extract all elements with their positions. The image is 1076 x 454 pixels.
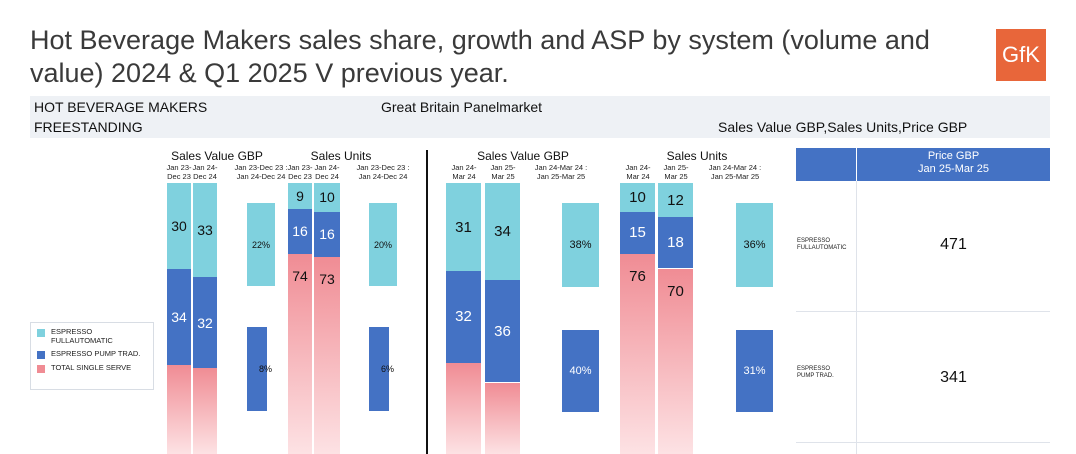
bar-pump: 15 — [620, 211, 655, 255]
period-header: Jan 25- Mar 25 — [490, 163, 516, 181]
bar-fullauto: 31 — [446, 183, 481, 272]
bar-single-serve: 76 — [620, 254, 655, 454]
price-row-label: ESPRESSO PUMP TRAD. — [797, 366, 834, 379]
bar-fullauto: 34 — [485, 183, 520, 280]
legend-swatch — [37, 329, 45, 337]
bar-pump: 16 — [314, 211, 340, 258]
bar-fullauto: 30 — [167, 183, 191, 269]
legend-label: ESPRESSO PUMP TRAD. — [51, 349, 141, 358]
legend-item-single: TOTAL SINGLE SERVE — [37, 363, 153, 373]
growth-header: Jan 23-Dec 23 : Jan 24-Dec 24 — [234, 163, 288, 181]
bar-single-serve — [193, 368, 217, 454]
growth-header: Jan 24-Mar 24 : Jan 25-Mar 25 — [708, 163, 762, 181]
growth-pump: 40% — [562, 330, 599, 412]
price-table-header-spacer — [796, 148, 856, 181]
bar-single-serve: 73 — [314, 257, 340, 454]
period-header: Jan 23- Dec 23 — [287, 163, 313, 181]
growth-fullauto: 36% — [736, 203, 773, 287]
bar-single-serve — [167, 365, 191, 454]
group-title: Sales Units — [666, 149, 728, 163]
group-title: Sales Units — [310, 149, 372, 163]
legend-item-pump: ESPRESSO PUMP TRAD. — [37, 349, 153, 359]
legend-swatch — [37, 351, 45, 359]
bar-pump: 18 — [658, 217, 693, 269]
bar-single-serve: 70 — [658, 268, 693, 454]
bar-single-serve: 74 — [288, 254, 312, 454]
category-line-1: HOT BEVERAGE MAKERS — [34, 99, 208, 115]
bar-pump: 32 — [446, 271, 481, 363]
measures-label: Sales Value GBP,Sales Units,Price GBP — [718, 119, 968, 135]
period-header: Jan 24- Mar 24 — [451, 163, 477, 181]
filter-band — [30, 96, 1050, 138]
growth-pump: 6% — [369, 327, 394, 411]
gfk-logo: GfK — [996, 29, 1046, 81]
price-value: 471 — [940, 236, 967, 253]
bar-fullauto: 10 — [314, 183, 340, 212]
bar-fullauto: 33 — [193, 183, 217, 278]
growth-fullauto: 22% — [247, 203, 275, 286]
price-row-divider — [796, 442, 1050, 443]
bar-pump: 16 — [288, 208, 312, 255]
price-value: 341 — [940, 369, 967, 386]
bar-fullauto: 12 — [658, 183, 693, 218]
bar-single-serve — [446, 362, 481, 454]
bar-pump: 36 — [485, 279, 520, 383]
legend-swatch — [37, 365, 45, 373]
group-title: Sales Value GBP — [477, 149, 569, 163]
bar-pump: 34 — [167, 268, 191, 366]
growth-header: Jan 23-Dec 23 : Jan 24-Dec 24 — [356, 163, 410, 181]
group-title: Sales Value GBP — [171, 149, 263, 163]
growth-header: Jan 24-Mar 24 : Jan 25-Mar 25 — [534, 163, 588, 181]
price-table-header: Price GBP Jan 25-Mar 25 — [857, 148, 1050, 181]
bar-fullauto: 9 — [288, 183, 312, 209]
bar-fullauto: 10 — [620, 183, 655, 212]
growth-fullauto: 38% — [562, 203, 599, 287]
period-header: Jan 23- Dec 23 — [166, 163, 192, 181]
period-header: Jan 25- Mar 25 — [663, 163, 689, 181]
period-header: Jan 24- Dec 24 — [314, 163, 340, 181]
legend-label: ESPRESSO FULLAUTOMATIC — [51, 327, 113, 345]
bar-pump: 32 — [193, 277, 217, 369]
legend-item-fullauto: ESPRESSO FULLAUTOMATIC — [37, 327, 153, 345]
growth-fullauto: 20% — [369, 203, 397, 286]
bar-single-serve — [485, 382, 520, 454]
price-header-line1: Price GBP — [927, 150, 980, 162]
page-title: Hot Beverage Makers sales share, growth … — [30, 25, 930, 88]
period-header: Jan 24- Mar 24 — [625, 163, 651, 181]
period-divider — [426, 150, 428, 454]
period-header: Jan 24- Dec 24 — [192, 163, 218, 181]
legend: ESPRESSO FULLAUTOMATIC ESPRESSO PUMP TRA… — [30, 322, 154, 390]
growth-pump: 31% — [736, 330, 773, 412]
price-row-label: ESPRESSO FULLAUTOMATIC — [797, 238, 847, 251]
growth-pump: 8% — [247, 327, 272, 411]
price-header-line2: Jan 25-Mar 25 — [918, 163, 989, 175]
price-row-divider — [796, 311, 1050, 312]
category-line-2: FREESTANDING — [34, 119, 143, 135]
market-label: Great Britain Panelmarket — [381, 99, 543, 115]
price-col-divider — [856, 181, 857, 454]
legend-label: TOTAL SINGLE SERVE — [51, 363, 132, 372]
